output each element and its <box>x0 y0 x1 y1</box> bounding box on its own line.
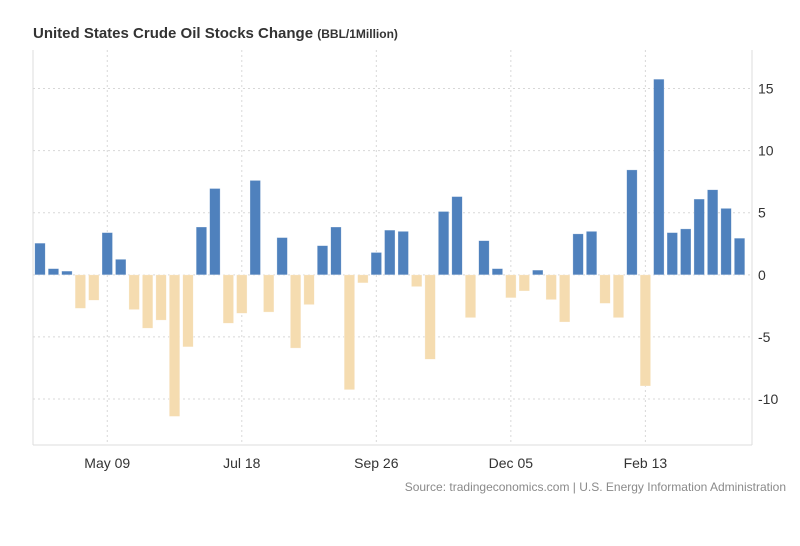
bar <box>680 228 692 276</box>
bar <box>653 78 665 276</box>
bar <box>168 274 181 417</box>
bar <box>733 237 746 276</box>
y-tick-label: 15 <box>758 81 774 97</box>
bar <box>249 180 261 276</box>
bar <box>263 274 275 313</box>
bar <box>182 274 194 348</box>
bar <box>666 232 678 276</box>
x-tick-label: Sep 26 <box>354 455 399 471</box>
bar <box>707 189 719 276</box>
bar <box>290 274 302 349</box>
bar <box>74 274 86 309</box>
bar <box>128 274 140 310</box>
bar <box>505 274 517 299</box>
bar <box>451 196 463 276</box>
bar <box>101 232 113 276</box>
x-tick-label: Feb 13 <box>624 455 668 471</box>
chart-title-text: United States Crude Oil Stocks Change <box>33 25 314 42</box>
bar <box>478 240 490 276</box>
y-tick-label: 0 <box>758 267 766 283</box>
y-tick-label: 10 <box>758 143 774 159</box>
bar <box>464 274 477 318</box>
y-tick-label: -10 <box>758 391 778 407</box>
bar <box>88 274 100 301</box>
bar <box>303 274 315 305</box>
bar <box>572 233 584 276</box>
bar <box>639 274 651 387</box>
bar <box>397 231 409 276</box>
bar <box>61 270 73 276</box>
x-tick-label: Jul 18 <box>223 455 261 471</box>
bar <box>612 274 625 318</box>
chart-title: United States Crude Oil Stocks Change (B… <box>33 25 398 42</box>
bar <box>720 208 732 276</box>
bar <box>142 274 154 329</box>
bar <box>47 268 60 276</box>
bar <box>545 274 557 300</box>
y-tick-label: 5 <box>758 205 766 221</box>
bar <box>384 229 396 276</box>
bar <box>532 269 544 276</box>
bar <box>195 226 207 276</box>
bar <box>626 169 638 276</box>
bar <box>276 237 288 276</box>
bar <box>599 274 611 304</box>
bar <box>559 274 571 323</box>
source-credit: Source: tradingeconomics.com | U.S. Ener… <box>404 480 786 494</box>
bar <box>222 274 234 324</box>
bar <box>343 274 355 391</box>
bar <box>316 245 329 276</box>
bar <box>330 226 342 276</box>
x-tick-label: May 09 <box>84 455 130 471</box>
bar <box>115 259 127 276</box>
bar <box>438 211 450 276</box>
bar <box>236 274 248 314</box>
bar <box>357 274 369 284</box>
bar <box>491 268 503 276</box>
bar <box>34 242 46 276</box>
bar <box>518 274 530 292</box>
bar <box>209 188 221 276</box>
bar <box>370 252 382 276</box>
y-tick-label: -5 <box>758 329 771 345</box>
bar <box>424 274 436 360</box>
bar <box>411 274 423 287</box>
bar <box>155 274 167 321</box>
chart-unit: (BBL/1Million) <box>317 27 398 41</box>
bar <box>586 231 598 276</box>
bar <box>693 198 705 276</box>
x-tick-label: Dec 05 <box>489 455 534 471</box>
